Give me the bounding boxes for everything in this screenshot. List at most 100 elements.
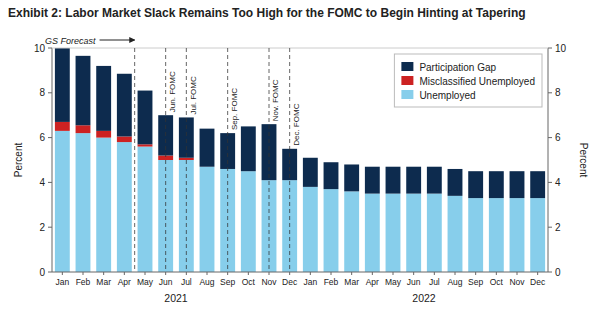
- x-tick: [289, 272, 290, 275]
- bar-segment: [406, 167, 421, 194]
- y2-tick-label: 10: [555, 43, 567, 54]
- x-tick: [83, 272, 84, 275]
- x-tick: [145, 272, 146, 275]
- bar-segment: [55, 131, 70, 272]
- year-label: 2021: [164, 292, 188, 304]
- bar-segment: [76, 56, 91, 125]
- y-axis-label: Percent: [13, 143, 24, 178]
- x-tick-label: Nov: [261, 277, 277, 287]
- bar-segment: [324, 189, 339, 272]
- y2-axis-label: Percent: [578, 143, 589, 178]
- y2-tick-label: 2: [555, 222, 561, 233]
- x-tick-label: Sep: [468, 277, 483, 287]
- y-axis-line: [52, 48, 53, 272]
- y-tick-label: 2: [39, 222, 45, 233]
- y-tick-label: 6: [39, 132, 45, 143]
- bar-segment: [303, 158, 318, 187]
- x-tick: [124, 272, 125, 275]
- legend-swatch: [401, 90, 413, 99]
- x-tick: [165, 272, 166, 275]
- chart-svg: Exhibit 2: Labor Market Slack Remains To…: [0, 0, 600, 315]
- x-axis-line: [52, 272, 548, 273]
- y2-tick-label: 8: [555, 87, 561, 98]
- bar-segment: [117, 136, 132, 142]
- x-tick-label: Oct: [490, 277, 504, 287]
- forecast-label: GS Forecast: [45, 36, 96, 46]
- x-tick: [351, 272, 352, 275]
- x-tick-label: Dec: [282, 277, 298, 287]
- fomc-line: [165, 48, 166, 272]
- fomc-label: Jul. FOMC: [189, 76, 198, 114]
- x-tick-label: Feb: [324, 277, 339, 287]
- x-tick: [62, 272, 63, 275]
- forecast-arrow: [100, 40, 135, 41]
- y2-tick-label: 4: [555, 177, 561, 188]
- x-tick: [103, 272, 104, 275]
- bar-segment: [510, 171, 525, 198]
- bar-segment: [138, 144, 153, 146]
- x-tick: [517, 272, 518, 275]
- title: Exhibit 2: Labor Market Slack Remains To…: [8, 6, 526, 20]
- bar-segment: [117, 74, 132, 137]
- plot-top-line: [52, 48, 548, 49]
- bar-segment: [241, 126, 256, 171]
- fomc-line: [186, 48, 187, 272]
- x-tick-label: May: [385, 277, 402, 287]
- x-tick-label: Aug: [199, 277, 214, 287]
- y2-tick: [548, 48, 552, 49]
- x-tick-label: Jul: [429, 277, 440, 287]
- x-tick: [496, 272, 497, 275]
- bar-segment: [96, 138, 111, 272]
- y-tick: [48, 48, 52, 49]
- bar-segment: [365, 167, 380, 194]
- bar-segment: [530, 198, 545, 272]
- annotation-lines: [135, 48, 290, 272]
- x-tick-label: May: [137, 277, 154, 287]
- y-tick: [48, 272, 52, 273]
- x-tick: [331, 272, 332, 275]
- x-tick-label: Sep: [220, 277, 235, 287]
- y-tick-label: 4: [39, 177, 45, 188]
- axes: 02468100246810PercentPercentJanFebMarApr…: [13, 43, 589, 288]
- legend-label: Misclassified Unemployed: [419, 76, 535, 87]
- bar-segment: [344, 164, 359, 191]
- x-tick: [269, 272, 270, 275]
- bar-segment: [510, 198, 525, 272]
- x-tick-label: Feb: [76, 277, 91, 287]
- bar-segment: [241, 171, 256, 272]
- y2-tick: [548, 92, 552, 93]
- x-tick: [372, 272, 373, 275]
- y-tick: [48, 182, 52, 183]
- bar-segment: [138, 91, 153, 145]
- series-2: [55, 48, 545, 198]
- x-tick-label: Mar: [344, 277, 359, 287]
- bar-segment: [427, 167, 442, 194]
- bar-segment: [324, 162, 339, 189]
- bar-segment: [303, 187, 318, 272]
- y-tick-label: 0: [39, 267, 45, 278]
- bar-segment: [468, 171, 483, 198]
- legend-swatch: [401, 76, 413, 85]
- bar-segment: [96, 131, 111, 138]
- fomc-label: Dec. FOMC: [292, 103, 301, 145]
- bar-segment: [386, 194, 401, 272]
- x-tick-label: Dec: [530, 277, 546, 287]
- bar-segment: [96, 66, 111, 131]
- y2-tick-label: 0: [555, 267, 561, 278]
- legend-label: Participation Gap: [419, 62, 496, 73]
- y-tick: [48, 137, 52, 138]
- bar-segment: [365, 194, 380, 272]
- x-tick-label: Aug: [447, 277, 462, 287]
- bar-segment: [76, 133, 91, 272]
- x-tick-label: Jul: [181, 277, 192, 287]
- bars: [55, 48, 545, 272]
- legend: Participation Gap Misclassified Unemploye…: [394, 54, 542, 107]
- x-tick: [475, 272, 476, 275]
- x-tick: [537, 272, 538, 275]
- bar-segment: [55, 122, 70, 131]
- x-tick-label: Jan: [303, 277, 317, 287]
- year-label: 2022: [412, 292, 436, 304]
- x-tick-label: Nov: [509, 277, 525, 287]
- y-tick: [48, 227, 52, 228]
- x-tick: [455, 272, 456, 275]
